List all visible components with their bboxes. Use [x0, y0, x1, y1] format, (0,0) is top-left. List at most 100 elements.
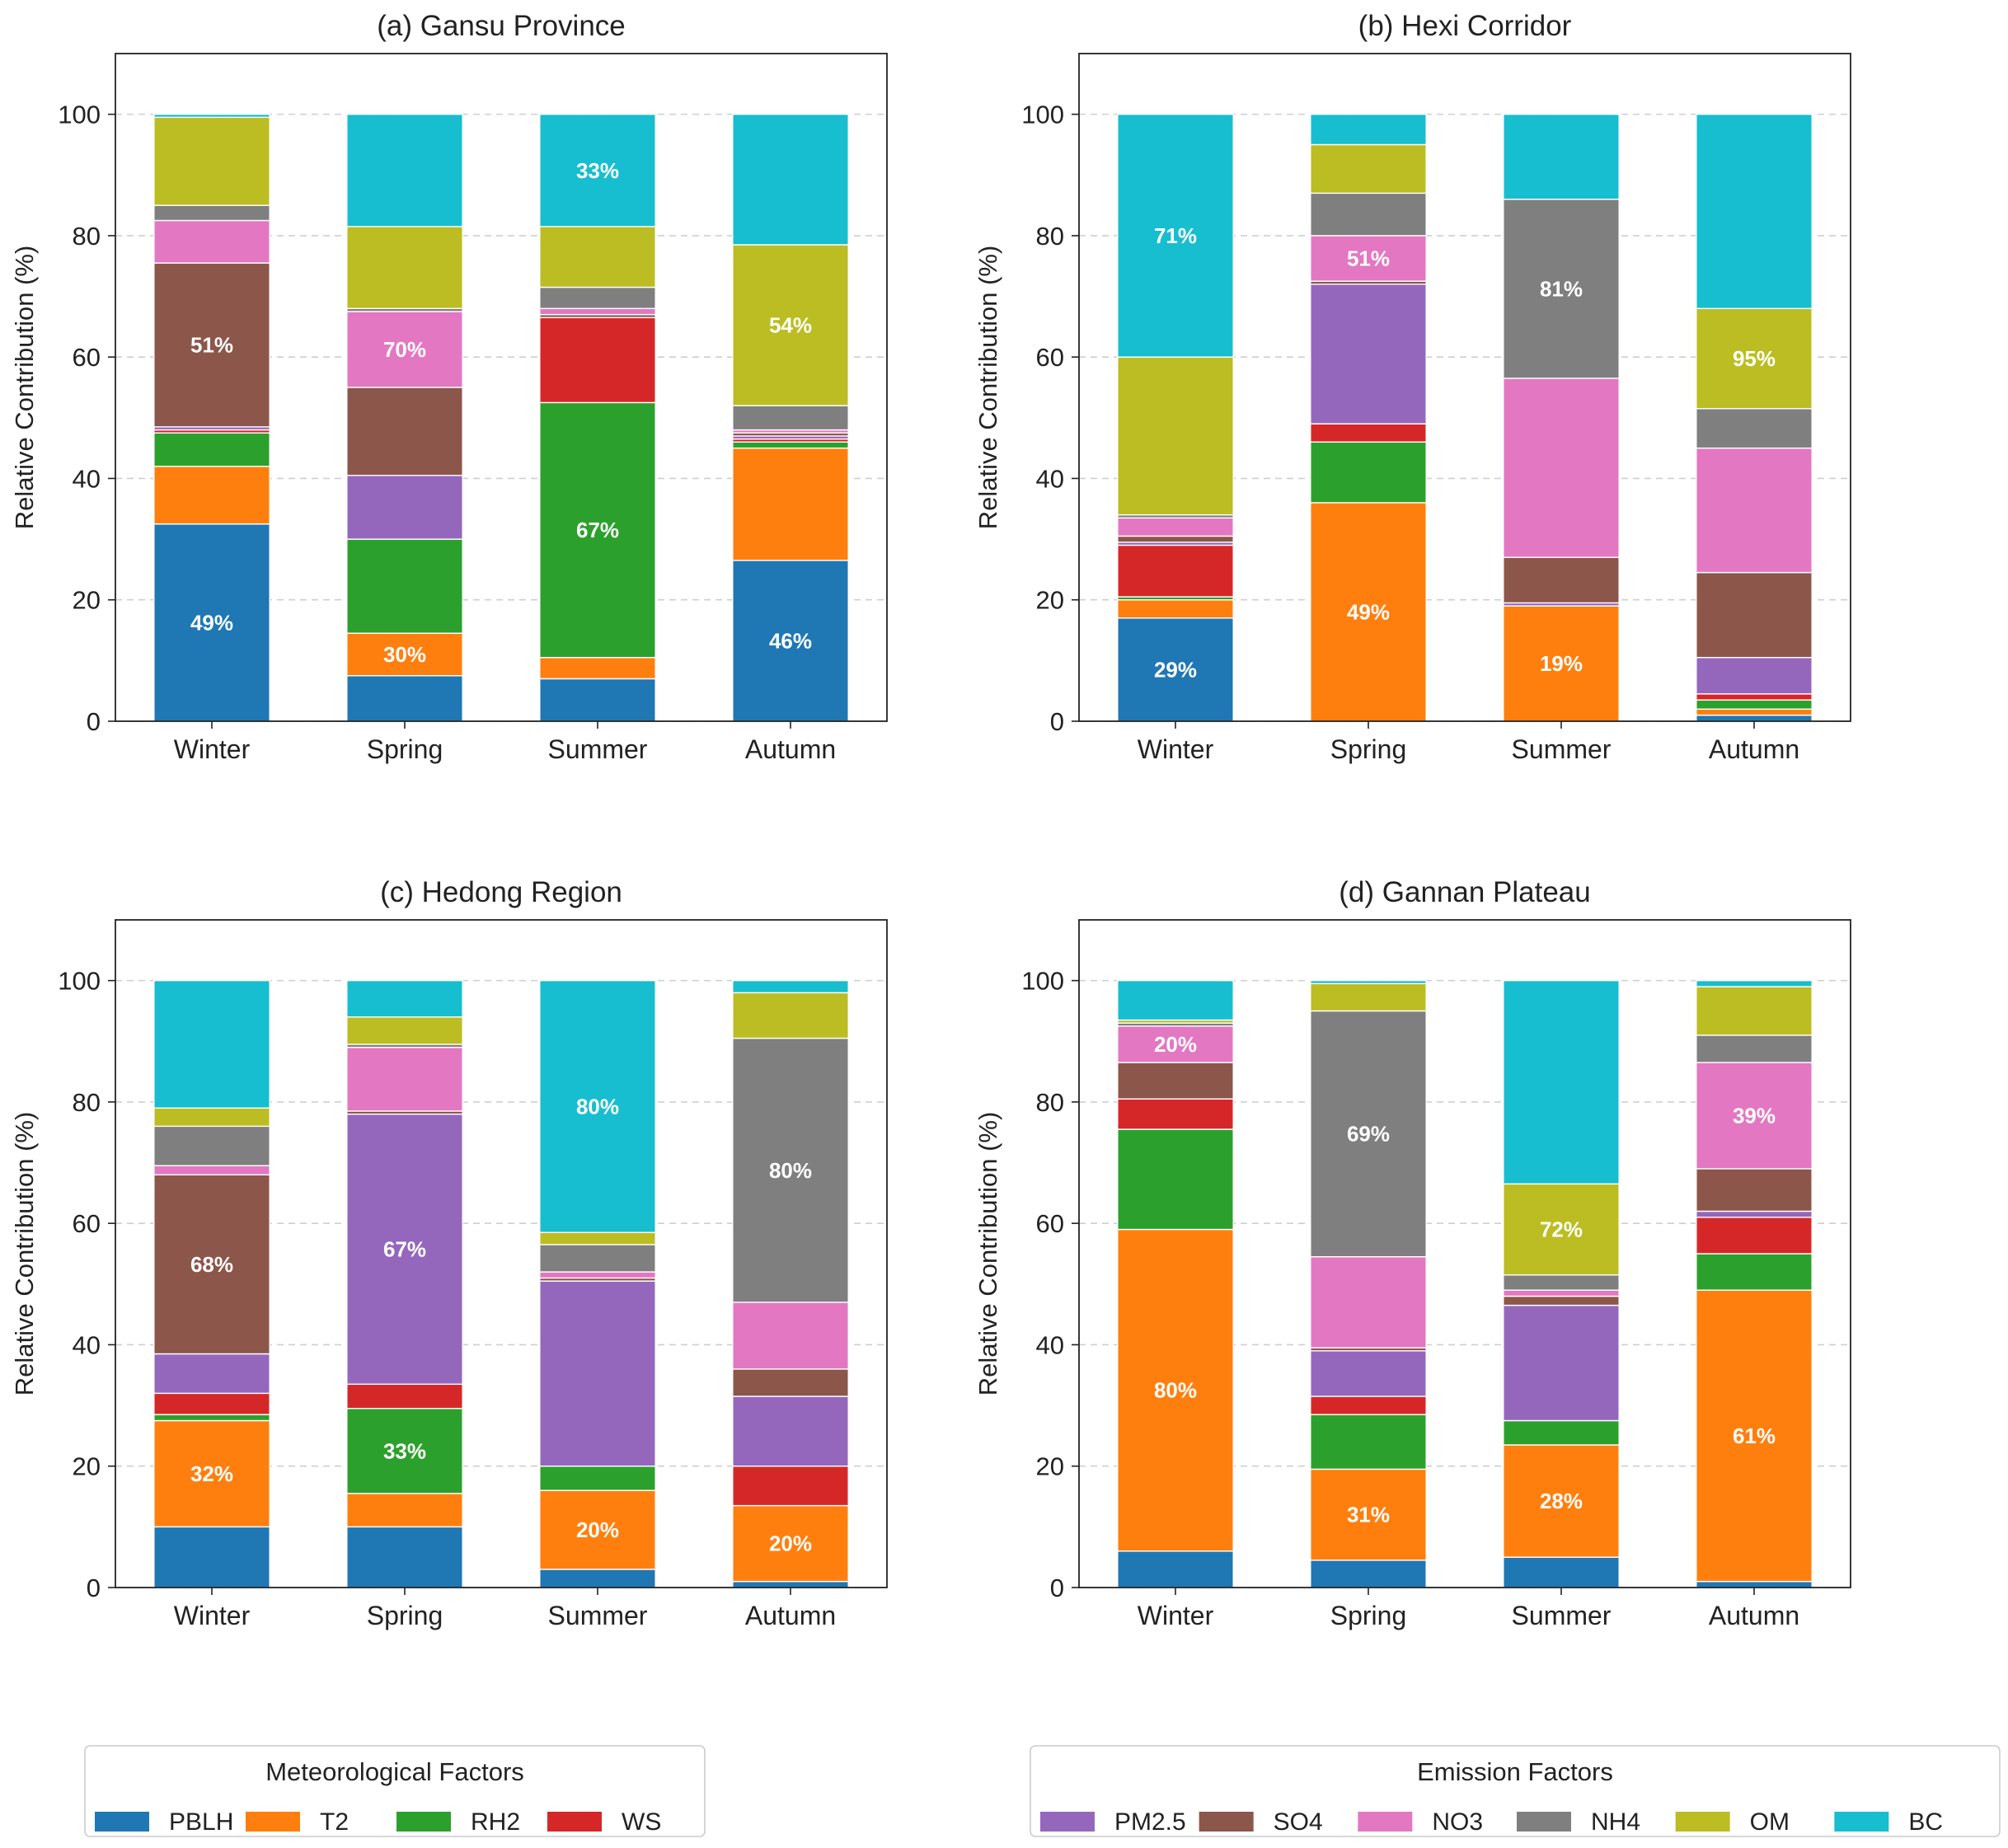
legend-label-bc: BC — [1908, 1808, 1943, 1836]
bar-segment-spring-rh2 — [346, 538, 463, 634]
bar-segment-autumn-t2 — [1696, 1289, 1813, 1583]
bar-segment-autumn-no3 — [1696, 1062, 1813, 1170]
bar-segment-summer-t2 — [1503, 1444, 1620, 1558]
y-tick-label-40: 40 — [1036, 464, 1064, 493]
y-tick-label-20: 20 — [73, 586, 101, 615]
data-label-summer-rh2: 67% — [576, 518, 619, 542]
data-label-winter-pblh: 49% — [190, 610, 233, 635]
bar-segment-winter-bc — [153, 979, 270, 1109]
bar-segment-autumn-pblh — [1696, 1580, 1813, 1588]
y-tick-label-0: 0 — [87, 1574, 101, 1602]
legend-label-rh2: RH2 — [471, 1808, 520, 1836]
chart-title: (a) Gansu Province — [377, 10, 626, 42]
bar-segment-spring-om — [346, 226, 463, 309]
bar-segment-autumn-bc — [1696, 979, 1813, 987]
y-axis-label: Relative Contribution (%) — [974, 246, 1002, 530]
bar-segment-winter-no3 — [1117, 517, 1234, 537]
bar-segment-spring-no3 — [1310, 1255, 1427, 1348]
bar-segment-autumn-so4 — [1696, 1168, 1813, 1212]
bar-segment-winter-so4 — [153, 1174, 270, 1355]
bar-segment-winter-no3 — [153, 219, 270, 264]
bar-segment-spring-om — [346, 1016, 463, 1045]
bar-segment-spring-pm2-5 — [346, 1113, 463, 1386]
bar-segment-summer-t2 — [539, 656, 656, 680]
bar-segment-winter-nh4 — [153, 204, 270, 222]
bar-segment-winter-ws — [1117, 544, 1234, 598]
data-label-summer-t2: 20% — [576, 1517, 619, 1542]
bar-segment-summer-no3 — [539, 307, 656, 316]
legend-emission-frame — [1030, 1745, 2001, 1837]
data-label-spring-no3: 51% — [1347, 246, 1390, 271]
data-label-autumn-t2: 20% — [769, 1531, 812, 1556]
bar-segment-summer-om — [539, 226, 656, 288]
bar-segment-autumn-so4 — [732, 1368, 849, 1397]
chart-panel-4: 80% 20% Winter 31% 69% Spring 28% 72% Summer 61% 3… — [974, 876, 1851, 1630]
x-tick-label-spring: Spring — [367, 734, 443, 764]
bar-segment-autumn-no3 — [732, 1302, 849, 1370]
bar-segment-spring-pblh — [346, 1526, 463, 1588]
bar-segment-autumn-pblh — [732, 560, 849, 722]
legend-swatch-so4 — [1199, 1812, 1254, 1832]
data-label-autumn-nh4: 80% — [769, 1158, 812, 1183]
x-tick-label-winter: Winter — [174, 1601, 251, 1630]
data-label-spring-pm2-5: 67% — [383, 1236, 426, 1261]
bar-segment-summer-bc — [1503, 979, 1620, 1185]
y-tick-label-100: 100 — [58, 967, 101, 996]
data-label-autumn-no3: 39% — [1733, 1103, 1776, 1128]
bar-segment-autumn-nh4 — [1696, 408, 1813, 449]
bar-segment-winter-so4 — [1117, 1062, 1234, 1100]
bar-segment-summer-no3 — [1503, 378, 1620, 558]
bar-segment-spring-nh4 — [1310, 1010, 1427, 1258]
bar-segment-spring-ws — [1310, 1395, 1427, 1415]
bar-segment-spring-t2 — [1310, 1468, 1427, 1561]
bar-segment-summer-bc — [539, 113, 656, 227]
bar-segment-winter-pblh — [153, 523, 270, 722]
bar-segment-spring-rh2 — [1310, 1414, 1427, 1470]
bar-segment-spring-rh2 — [1310, 441, 1427, 504]
bar-segment-autumn-om — [1696, 307, 1813, 410]
bar-segment-spring-om — [1310, 983, 1427, 1012]
data-label-autumn-om: 95% — [1733, 346, 1776, 371]
legend-label-om: OM — [1750, 1808, 1790, 1836]
bar-segment-spring-pblh — [346, 675, 463, 722]
bar-segment-summer-om — [1503, 1183, 1620, 1276]
bar-segment-summer-rh2 — [1503, 1419, 1620, 1446]
bar-segment-autumn-pm2-5 — [1696, 1210, 1813, 1218]
y-axis-label: Relative Contribution (%) — [974, 1112, 1002, 1396]
bar-segment-spring-pblh — [1310, 1560, 1427, 1588]
bar-segment-summer-so4 — [1503, 1295, 1620, 1306]
bar-segment-winter-om — [1117, 356, 1234, 516]
y-tick-label-80: 80 — [73, 1088, 101, 1117]
data-label-winter-no3: 20% — [1154, 1032, 1197, 1057]
bar-segment-spring-pm2-5 — [1310, 1350, 1427, 1397]
y-tick-label-0: 0 — [1050, 1574, 1064, 1602]
bar-segment-autumn-pm2-5 — [732, 1395, 849, 1467]
y-axis-label: Relative Contribution (%) — [10, 246, 39, 530]
data-label-winter-bc: 71% — [1154, 223, 1197, 248]
bar-segment-winter-so4 — [153, 262, 270, 428]
plot-frame — [1078, 53, 1851, 722]
x-tick-label-summer: Summer — [548, 1601, 648, 1630]
bar-segment-summer-rh2 — [539, 401, 656, 659]
plot-frame — [115, 53, 888, 722]
legend-swatch-bc — [1834, 1812, 1889, 1832]
bar-segment-autumn-nh4 — [732, 1037, 849, 1303]
legend-swatch-no3 — [1358, 1812, 1413, 1832]
bar-segment-winter-ws — [1117, 1098, 1234, 1130]
chart-title: (c) Hedong Region — [380, 876, 622, 908]
bar-segment-winter-pblh — [153, 1526, 270, 1588]
bar-segment-winter-t2 — [1117, 599, 1234, 619]
bar-segment-winter-t2 — [1117, 1228, 1234, 1552]
bar-segment-summer-pblh — [1503, 1556, 1620, 1588]
y-axis-label: Relative Contribution (%) — [10, 1112, 39, 1396]
bar-segment-spring-bc — [1310, 979, 1427, 985]
bar-segment-summer-nh4 — [539, 1244, 656, 1273]
bar-segment-spring-pm2-5 — [1310, 284, 1427, 424]
bar-segment-summer-no3 — [1503, 1289, 1620, 1297]
x-tick-label-winter: Winter — [174, 734, 251, 764]
bar-segment-winter-rh2 — [1117, 1128, 1234, 1231]
x-tick-label-autumn: Autumn — [1709, 1601, 1799, 1630]
bar-segment-autumn-t2 — [732, 1504, 849, 1583]
y-tick-label-40: 40 — [1036, 1330, 1064, 1359]
